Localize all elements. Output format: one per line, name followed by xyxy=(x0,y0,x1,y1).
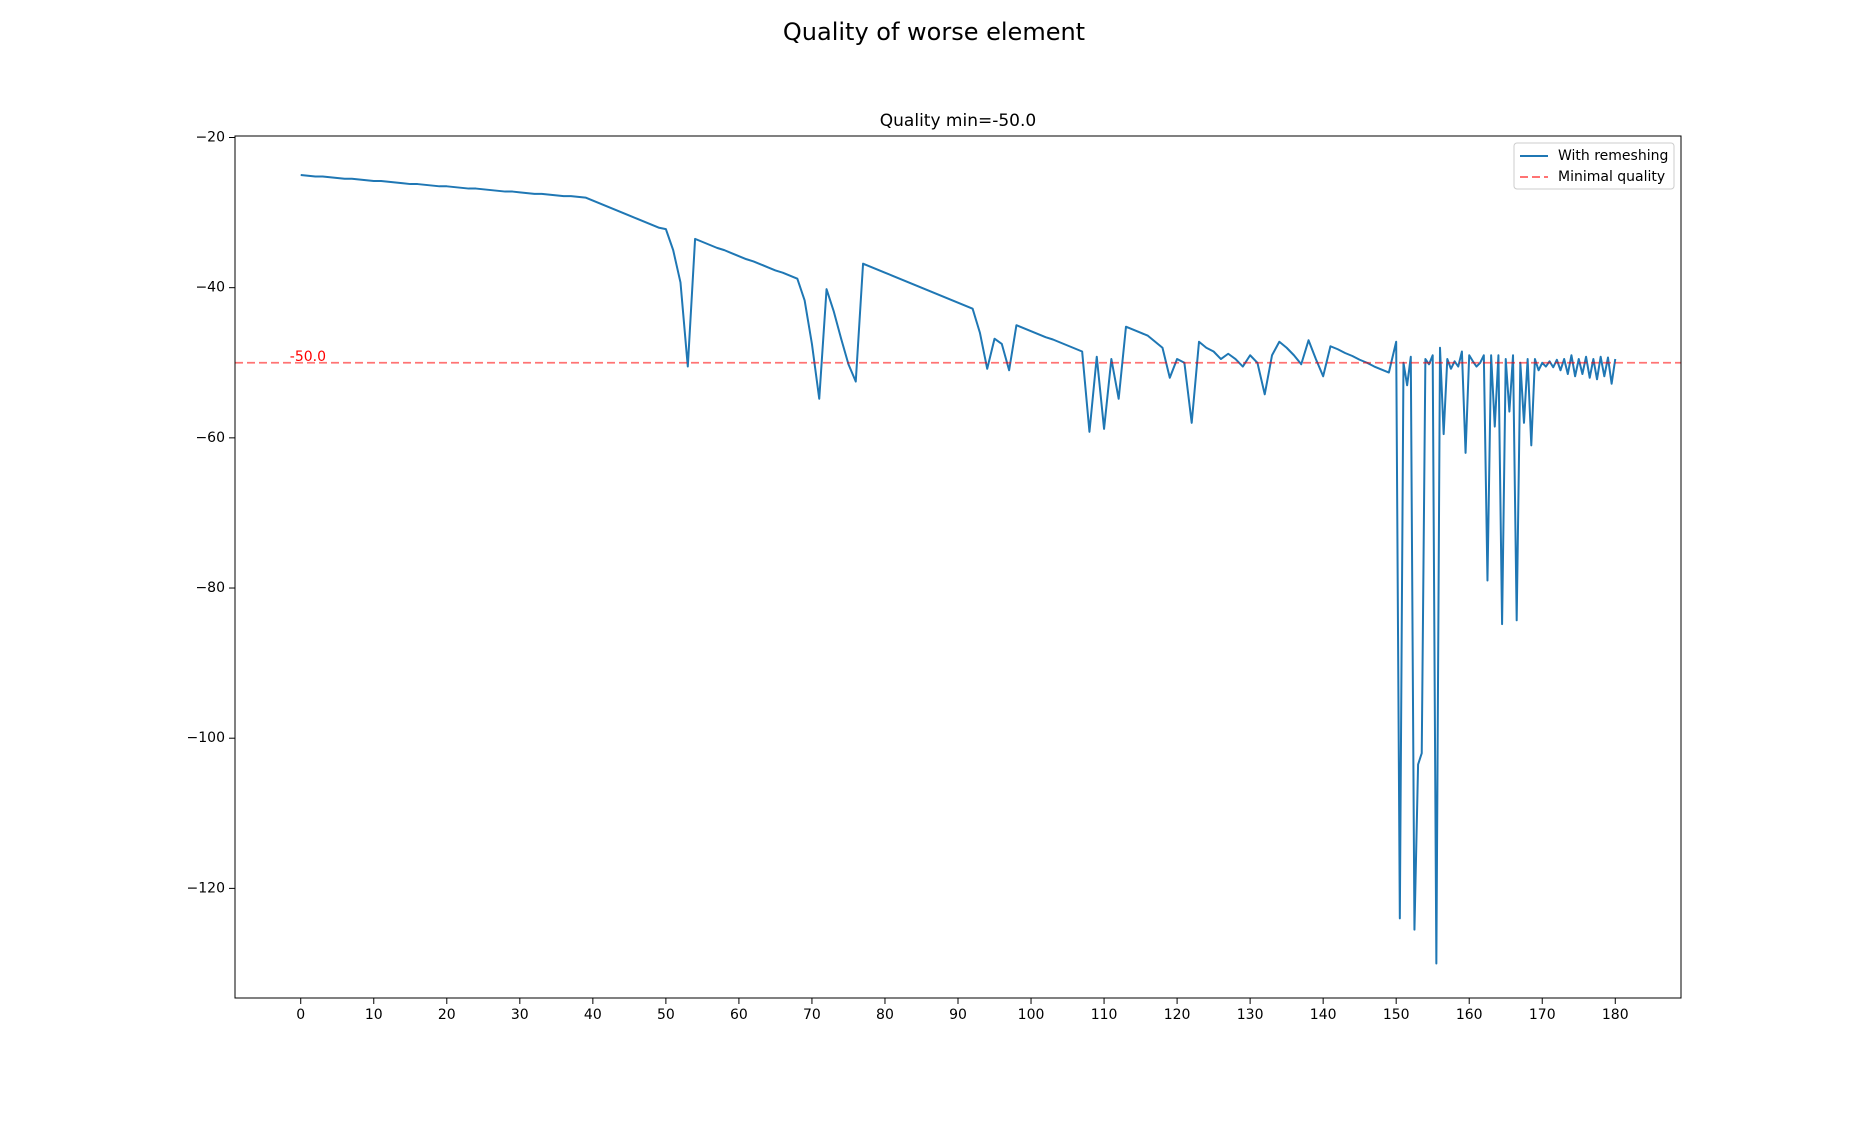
y-tick-label: −100 xyxy=(187,730,225,746)
chart-title: Quality of worse element xyxy=(783,18,1085,46)
x-tick-label: 20 xyxy=(438,1007,456,1023)
y-tick-label: −80 xyxy=(195,580,225,596)
x-tick-label: 0 xyxy=(296,1007,305,1023)
x-tick-label: 100 xyxy=(1018,1007,1045,1023)
chart-subtitle: Quality min=-50.0 xyxy=(880,111,1036,131)
y-tick-label: −40 xyxy=(195,280,225,296)
legend-box xyxy=(1513,142,1675,190)
threshold-label: -50.0 xyxy=(290,349,326,365)
legend-label: Minimal quality xyxy=(1558,169,1665,185)
x-tick-label: 130 xyxy=(1237,1007,1264,1023)
x-tick-label: 170 xyxy=(1529,1007,1556,1023)
x-tick-label: 70 xyxy=(803,1007,821,1023)
legend-label: With remeshing xyxy=(1558,148,1668,164)
y-tick-label: −60 xyxy=(195,430,225,446)
x-tick-label: 140 xyxy=(1310,1007,1337,1023)
x-tick-label: 10 xyxy=(365,1007,383,1023)
x-tick-label: 180 xyxy=(1602,1007,1629,1023)
x-tick-label: 160 xyxy=(1456,1007,1483,1023)
x-tick-label: 30 xyxy=(511,1007,529,1023)
x-tick-label: 110 xyxy=(1091,1007,1118,1023)
plot-frame xyxy=(234,135,1682,999)
data-line xyxy=(300,174,1617,965)
x-tick-label: 50 xyxy=(657,1007,675,1023)
x-tick-label: 80 xyxy=(876,1007,894,1023)
y-tick-label: −20 xyxy=(195,130,225,146)
x-tick-label: 120 xyxy=(1164,1007,1191,1023)
x-tick-label: 90 xyxy=(949,1007,967,1023)
y-tick-label: −120 xyxy=(187,880,225,896)
x-tick-label: 60 xyxy=(730,1007,748,1023)
x-tick-label: 150 xyxy=(1383,1007,1410,1023)
x-tick-label: 40 xyxy=(584,1007,602,1023)
